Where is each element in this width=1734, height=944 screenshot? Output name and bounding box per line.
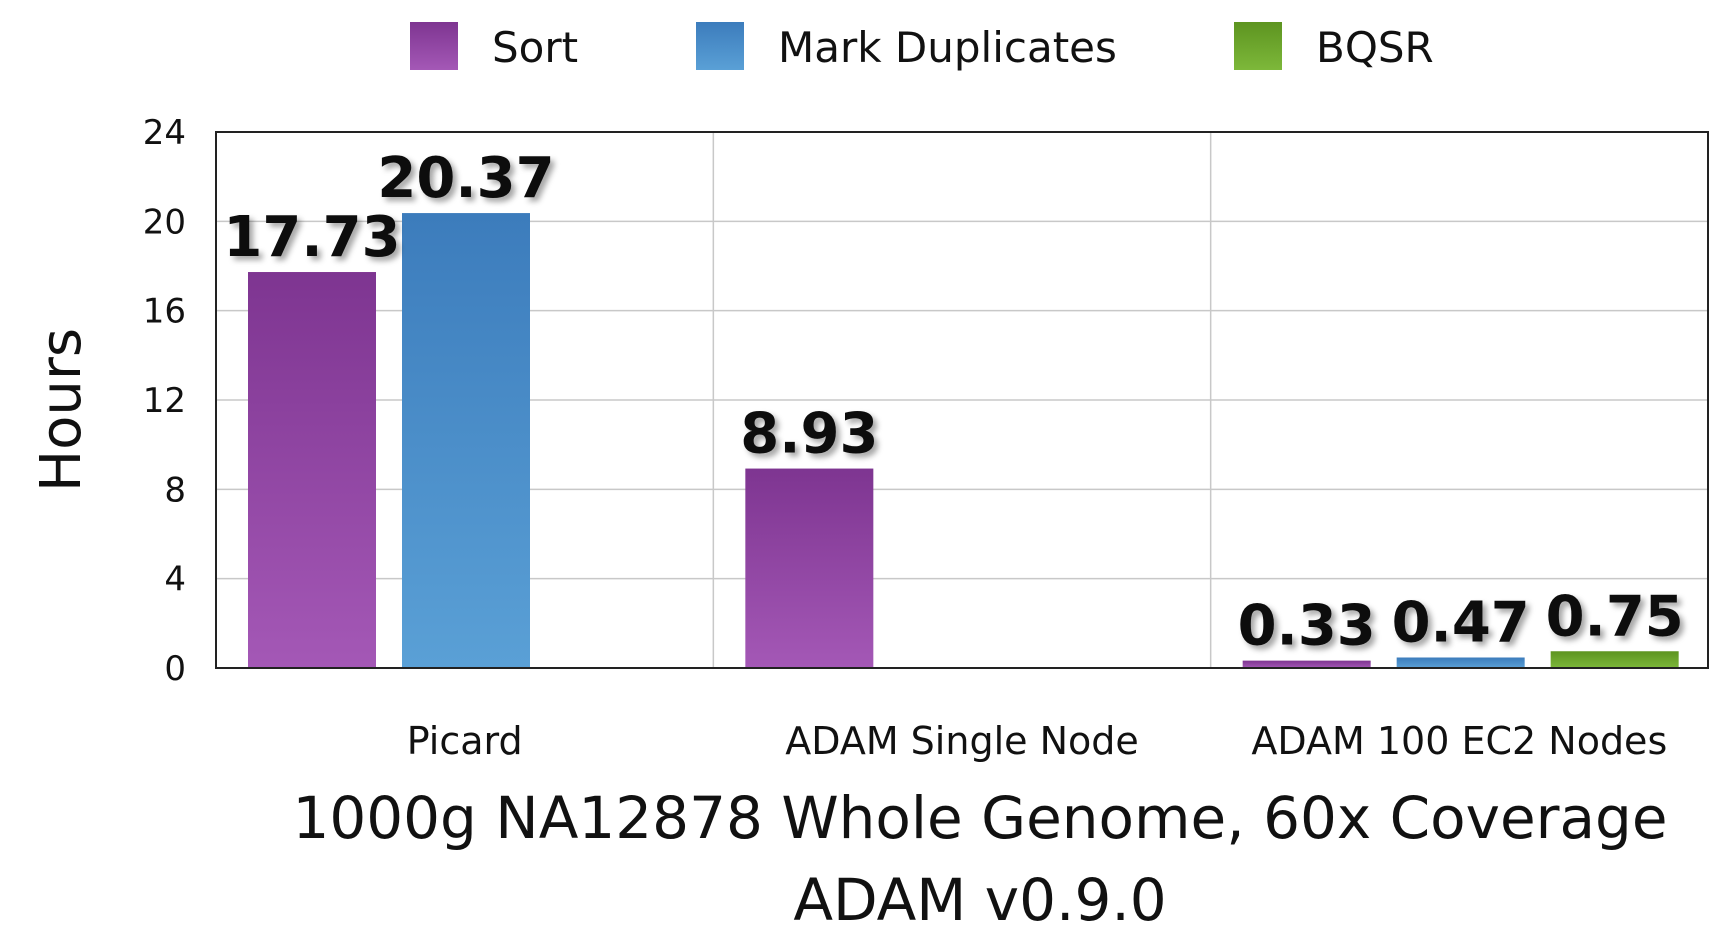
bar-sort — [1242, 660, 1371, 668]
legend-label-bqsr: BQSR — [1316, 23, 1434, 72]
bar-bqsr — [1550, 651, 1679, 668]
y-tick-label: 24 — [143, 113, 186, 153]
x-axis-categories: Picard ADAM Single Node ADAM 100 EC2 Nodes — [407, 719, 1668, 763]
legend-swatch-bqsr — [1234, 22, 1282, 70]
legend-label-mark-duplicates: Mark Duplicates — [778, 23, 1117, 72]
y-axis-ticks: 0 4 8 12 16 20 24 — [143, 113, 186, 689]
bar-sort — [745, 468, 874, 668]
x-axis-subtitle: ADAM v0.9.0 — [793, 866, 1166, 934]
x-category-label: Picard — [407, 719, 523, 763]
legend-swatch-sort — [410, 22, 458, 70]
data-label-bqsr: 0.75 — [1546, 584, 1684, 649]
data-label-sort: 17.73 — [223, 205, 400, 270]
x-category-label: ADAM 100 EC2 Nodes — [1251, 719, 1667, 763]
y-tick-label: 16 — [143, 292, 186, 332]
y-tick-label: 12 — [143, 381, 186, 421]
legend-swatch-mark-duplicates — [696, 22, 744, 70]
y-axis-label: Hours — [29, 328, 94, 492]
bar-sort — [248, 272, 376, 668]
bars — [248, 213, 1679, 668]
x-axis-title: 1000g NA12878 Whole Genome, 60x Coverage — [292, 784, 1667, 852]
bar-mark-duplicates — [402, 213, 530, 668]
x-category-label: ADAM Single Node — [785, 719, 1139, 763]
y-tick-label: 8 — [164, 470, 186, 510]
y-tick-label: 20 — [143, 202, 186, 242]
y-tick-label: 0 — [164, 649, 186, 689]
data-label-mark-duplicates: 20.37 — [377, 146, 554, 211]
data-label-sort: 0.33 — [1238, 594, 1376, 659]
y-tick-label: 4 — [164, 560, 186, 600]
data-label-sort: 8.93 — [740, 402, 878, 467]
legend: Sort Mark Duplicates BQSR — [410, 22, 1434, 72]
data-label-mark-duplicates: 0.47 — [1392, 591, 1530, 656]
plot-frame — [215, 131, 1709, 669]
bar-mark-duplicates — [1396, 657, 1525, 668]
legend-label-sort: Sort — [492, 23, 578, 72]
